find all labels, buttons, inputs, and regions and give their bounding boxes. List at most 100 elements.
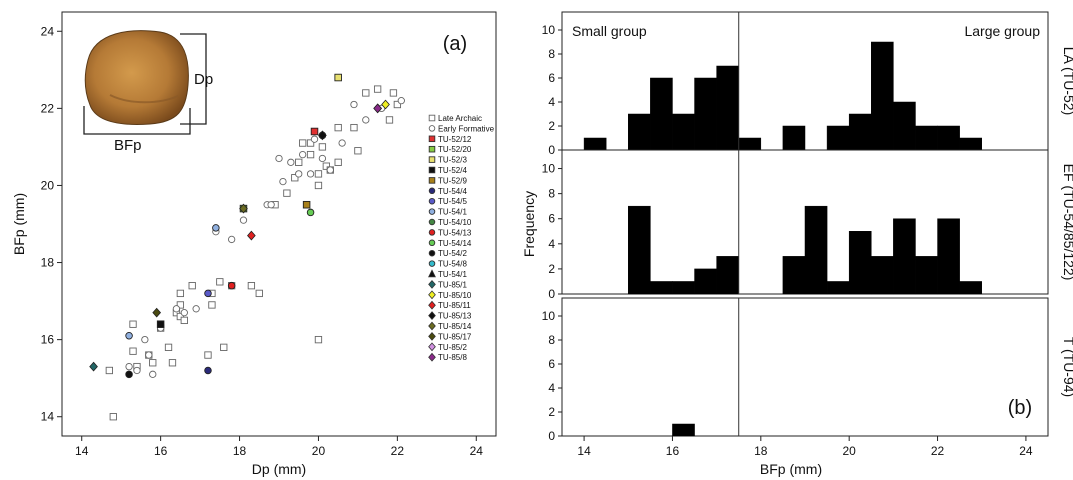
scatter-point	[149, 359, 157, 367]
y-tick-label: 10	[542, 23, 556, 37]
legend-marker	[428, 260, 436, 267]
y-tick-label: 6	[548, 212, 555, 226]
highlight-point	[239, 203, 248, 214]
legend-marker	[428, 156, 436, 163]
scatter-point	[129, 320, 137, 328]
histogram-bar	[694, 77, 717, 151]
scatter-point	[314, 181, 323, 190]
x-tick-label: 16	[666, 444, 680, 458]
histogram-bar	[826, 281, 850, 295]
y-tick-label: 8	[548, 333, 555, 347]
y-tick-label: 6	[548, 357, 555, 371]
y-tick-label: 8	[548, 47, 555, 61]
highlight-point	[310, 127, 319, 136]
highlight-point	[247, 230, 256, 241]
y-tick-label: 14	[41, 410, 55, 424]
histogram-bar	[650, 281, 673, 295]
scatter-point	[291, 174, 299, 182]
bone-inset-image: Dp BFp	[83, 30, 213, 154]
histogram-bar	[782, 125, 806, 151]
scatter-point	[105, 366, 113, 375]
histogram-bar	[628, 205, 651, 295]
x-tick-label: 14	[75, 444, 89, 458]
legend-label: TU-54/14	[438, 239, 472, 248]
legend-label: TU-85/10	[438, 291, 472, 300]
scatter-point	[334, 158, 342, 166]
highlight-point	[125, 370, 133, 379]
legend-label: Late Archaic	[438, 114, 482, 123]
histogram-bar	[826, 125, 850, 151]
histogram-bar	[959, 281, 982, 295]
legend-marker	[428, 300, 436, 310]
y-tick-label: 6	[548, 71, 555, 85]
legend-marker	[428, 187, 436, 195]
scatter-point	[247, 282, 256, 290]
scatter-point	[188, 282, 196, 290]
x-tick-label: 18	[233, 444, 247, 458]
scatter-y-axis-label: BFp (mm)	[11, 193, 27, 255]
legend-label: TU-54/13	[438, 228, 472, 237]
panel-b-label: (b)	[1008, 397, 1032, 419]
legend-marker	[428, 290, 436, 300]
histogram-bar	[672, 423, 695, 437]
highlight-point	[89, 361, 98, 372]
x-tick-label: 20	[312, 444, 326, 458]
scatter-point	[220, 343, 228, 351]
scatter-point	[314, 170, 323, 178]
scatter-point	[322, 162, 330, 170]
scatter-point	[354, 147, 362, 155]
histogram-bar	[716, 256, 739, 295]
y-tick-label: 2	[548, 405, 555, 419]
legend-marker	[428, 208, 436, 215]
scatter-point	[275, 154, 283, 163]
x-tick-label: 18	[754, 444, 768, 458]
legend-marker	[428, 145, 436, 153]
y-tick-label: 4	[548, 95, 555, 109]
legend-marker	[428, 352, 436, 362]
y-tick-label: 18	[41, 256, 55, 270]
legend-marker	[428, 342, 436, 352]
legend-marker	[428, 331, 436, 341]
highlight-point	[302, 200, 311, 209]
histogram-series-label: LA (TU-52)	[1061, 47, 1073, 115]
scatter-point	[149, 370, 157, 378]
histogram-bar	[871, 41, 894, 151]
histogram-series-label: T (TU-94)	[1061, 337, 1073, 397]
small-group-label: Small group	[572, 23, 647, 39]
y-tick-label: 20	[41, 178, 55, 192]
histogram-bar	[694, 268, 717, 295]
histogram-x-axis-label: BFp (mm)	[760, 461, 822, 477]
legend-label: TU-85/8	[438, 353, 467, 362]
inset-dp-label: Dp	[194, 71, 213, 88]
scatter-chart: 14 16 18 20 22 24 14 16 18 20 22 24 Dp BFp (a) Late…	[11, 11, 497, 477]
histogram-bar	[937, 218, 960, 295]
legend-label: TU-52/12	[438, 135, 472, 144]
highlight-point	[204, 366, 212, 375]
legend-label: TU-85/13	[438, 312, 472, 321]
scatter-point	[133, 366, 141, 375]
histogram-bar	[672, 281, 695, 295]
scatter-point	[176, 301, 185, 309]
scatter-point	[306, 170, 315, 178]
legend-marker	[428, 311, 436, 321]
scatter-point	[393, 100, 402, 109]
highlight-point	[212, 224, 220, 232]
histogram-bar	[738, 137, 762, 151]
scatter-point	[397, 97, 405, 105]
scatter-point	[164, 343, 173, 351]
scatter-point	[334, 123, 342, 132]
legend-label: TU-54/10	[438, 218, 472, 227]
y-tick-label: 2	[548, 119, 555, 133]
x-tick-label: 16	[154, 444, 168, 458]
scatter-point	[129, 347, 137, 355]
histogram-panel: 0 2 4 6 8 10 T (TU-94)	[542, 297, 1073, 443]
scatter-point	[318, 154, 327, 163]
y-tick-label: 0	[548, 287, 555, 301]
highlight-point	[227, 281, 236, 290]
histogram-x-ticks: 14 16 18 20 22 24	[577, 436, 1033, 458]
scatter-point	[208, 301, 216, 309]
y-tick-label: 22	[41, 101, 55, 115]
legend-marker	[428, 279, 436, 289]
